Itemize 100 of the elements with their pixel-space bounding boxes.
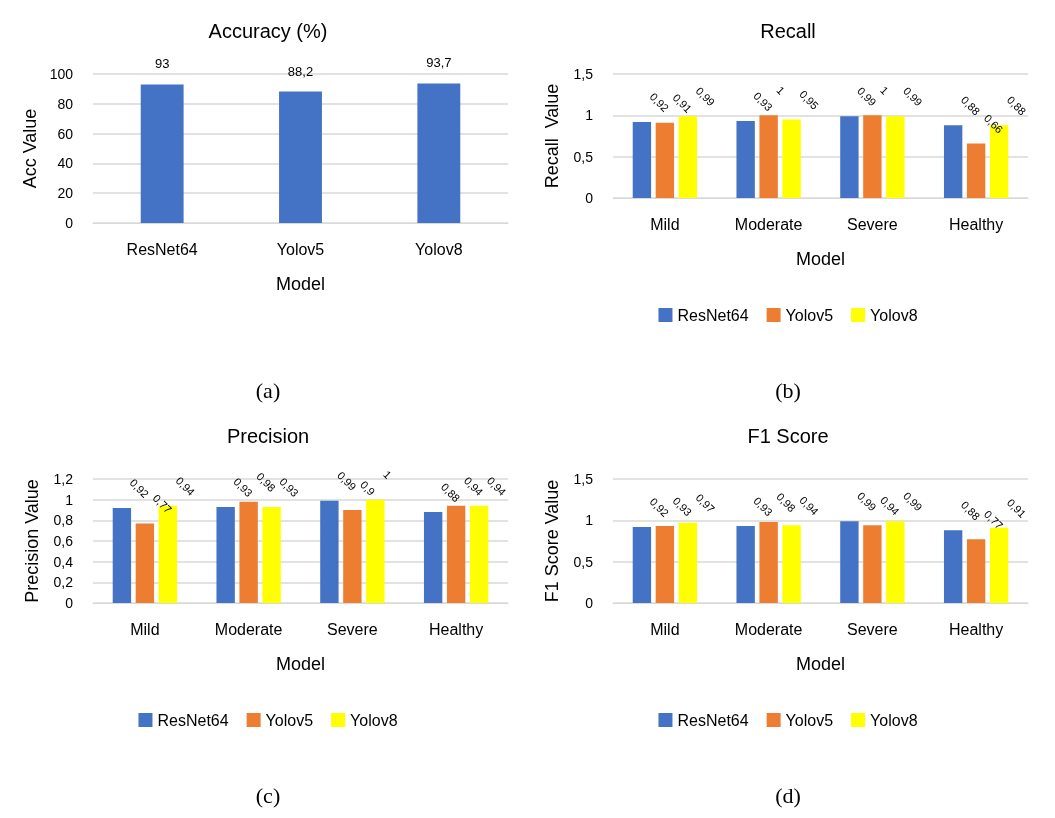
chart-title: Accuracy (%) [208, 20, 328, 42]
y-axis-title: Precision Value [22, 479, 42, 603]
data-label: 93,7 [426, 55, 452, 71]
bar [469, 505, 489, 603]
x-axis-title: Model [275, 274, 326, 294]
legend-label: ResNet64 [677, 711, 749, 729]
bar [966, 539, 986, 603]
text: (c) [255, 782, 281, 808]
x-tick-label: Healthy [949, 620, 1004, 638]
data-label: 0,77 [981, 507, 1006, 532]
bar [239, 501, 258, 603]
x-tick-label: Severe [847, 215, 898, 233]
x-axis-title: Model [795, 249, 846, 269]
bar [840, 116, 859, 198]
y-tick-label: 0,4 [53, 553, 74, 570]
data-label: 1 [381, 468, 394, 482]
x-tick-label: Mild [650, 215, 680, 233]
bar [886, 521, 905, 603]
bar [216, 506, 235, 603]
y-tick-label: 1,2 [53, 471, 74, 487]
y-tick-label: 60 [57, 125, 74, 142]
bar [863, 525, 882, 603]
text: (d) [775, 782, 801, 808]
y-axis-title: Recall Value [542, 83, 562, 189]
y-tick-label: 0,5 [573, 148, 594, 165]
x-tick-label: Severe [847, 620, 898, 638]
legend-label: ResNet64 [677, 306, 749, 324]
y-tick-label: 0 [585, 190, 594, 206]
data-label: 0,94 [797, 493, 821, 518]
y-tick-label: 1 [65, 491, 74, 508]
y-tick-label: 100 [49, 66, 74, 82]
data-label: 93 [154, 56, 170, 72]
y-tick-label: 1,5 [573, 471, 594, 487]
bar [736, 121, 755, 198]
legend-label: Yolov5 [265, 711, 314, 729]
bar [279, 91, 322, 223]
y-tick-label: 1,5 [573, 66, 594, 82]
data-label: 0,9 [358, 478, 378, 498]
y-tick-label: 1 [585, 512, 594, 529]
bar [632, 526, 652, 603]
legend-label: Yolov8 [870, 306, 918, 324]
legend-label: Yolov5 [785, 711, 834, 729]
bar [140, 84, 184, 223]
bar [782, 119, 801, 198]
y-axis-title: Acc Value [19, 108, 40, 189]
x-tick-label: Moderate [214, 620, 283, 638]
x-tick-label: Yolov8 [415, 240, 463, 258]
bar [840, 521, 859, 603]
y-tick-label: 0,2 [53, 574, 74, 591]
x-tick-label: Severe [327, 620, 378, 638]
text: (a) [255, 377, 281, 403]
y-tick-label: 0,8 [53, 512, 74, 529]
bar [320, 500, 339, 603]
data-label: 88,2 [287, 63, 314, 79]
bar [678, 116, 698, 198]
data-label: 1 [774, 83, 788, 97]
y-tick-label: 0 [65, 215, 74, 231]
chart-title: Recall [760, 20, 816, 42]
data-label: 0,99 [335, 469, 359, 493]
data-label: 0,94 [878, 493, 902, 518]
x-tick-label: Yolov5 [276, 240, 325, 258]
bar [863, 115, 882, 198]
y-tick-label: 0 [65, 595, 74, 611]
x-tick-label: Moderate [734, 620, 803, 638]
bar [262, 506, 281, 603]
y-tick-label: 0 [585, 595, 594, 611]
bar [655, 122, 675, 198]
y-tick-label: 0,5 [573, 553, 594, 570]
bar [446, 505, 466, 603]
bar [966, 143, 986, 198]
bar [417, 83, 461, 223]
x-tick-label: Healthy [949, 215, 1004, 233]
y-axis-title: F1 Score Value [542, 479, 562, 603]
bar [943, 125, 963, 198]
bar [759, 521, 778, 603]
y-tick-label: 20 [57, 185, 74, 202]
bar [135, 523, 155, 603]
bar [678, 522, 698, 603]
x-tick-label: Healthy [429, 620, 484, 638]
data-label: 0,66 [981, 111, 1006, 136]
bar [886, 116, 905, 198]
data-label: 0,95 [797, 88, 821, 112]
bar [759, 115, 778, 198]
x-tick-label: Mild [650, 620, 680, 638]
bar [943, 530, 963, 603]
y-tick-label: 80 [57, 95, 74, 112]
legend-label: Yolov5 [785, 306, 834, 324]
chart-title: Precision [226, 425, 310, 447]
x-tick-label: ResNet64 [126, 240, 198, 258]
text: (b) [775, 377, 801, 403]
legend-label: Yolov8 [870, 711, 918, 729]
y-tick-label: 40 [57, 155, 74, 172]
legend-label: Yolov8 [350, 711, 398, 729]
y-tick-label: 1 [585, 107, 594, 124]
bar [655, 526, 675, 603]
bar [989, 527, 1009, 603]
data-label: 0,97 [693, 491, 718, 515]
data-label: 0,77 [150, 491, 175, 516]
bar [112, 507, 132, 603]
bar [632, 121, 652, 198]
